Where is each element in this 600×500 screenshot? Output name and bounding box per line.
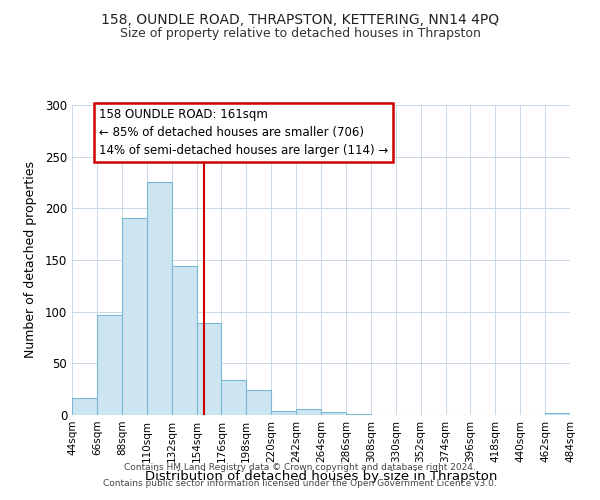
Bar	[97, 315, 122, 415]
Text: Size of property relative to detached houses in Thrapston: Size of property relative to detached ho…	[119, 28, 481, 40]
Bar	[146, 182, 172, 415]
Bar	[321, 412, 346, 415]
Bar	[72, 398, 97, 415]
Bar	[197, 323, 221, 415]
Bar	[296, 409, 321, 415]
Bar	[172, 266, 197, 415]
Bar	[346, 414, 371, 415]
Bar	[122, 218, 146, 415]
Bar	[221, 380, 246, 415]
X-axis label: Distribution of detached houses by size in Thrapston: Distribution of detached houses by size …	[145, 470, 497, 484]
Text: 158 OUNDLE ROAD: 161sqm
← 85% of detached houses are smaller (706)
14% of semi-d: 158 OUNDLE ROAD: 161sqm ← 85% of detache…	[99, 108, 388, 157]
Text: Contains HM Land Registry data © Crown copyright and database right 2024.: Contains HM Land Registry data © Crown c…	[124, 464, 476, 472]
Text: 158, OUNDLE ROAD, THRAPSTON, KETTERING, NN14 4PQ: 158, OUNDLE ROAD, THRAPSTON, KETTERING, …	[101, 12, 499, 26]
Text: Contains public sector information licensed under the Open Government Licence v3: Contains public sector information licen…	[103, 478, 497, 488]
Y-axis label: Number of detached properties: Number of detached properties	[23, 162, 37, 358]
Bar	[271, 411, 296, 415]
Bar	[247, 390, 271, 415]
Bar	[545, 413, 570, 415]
